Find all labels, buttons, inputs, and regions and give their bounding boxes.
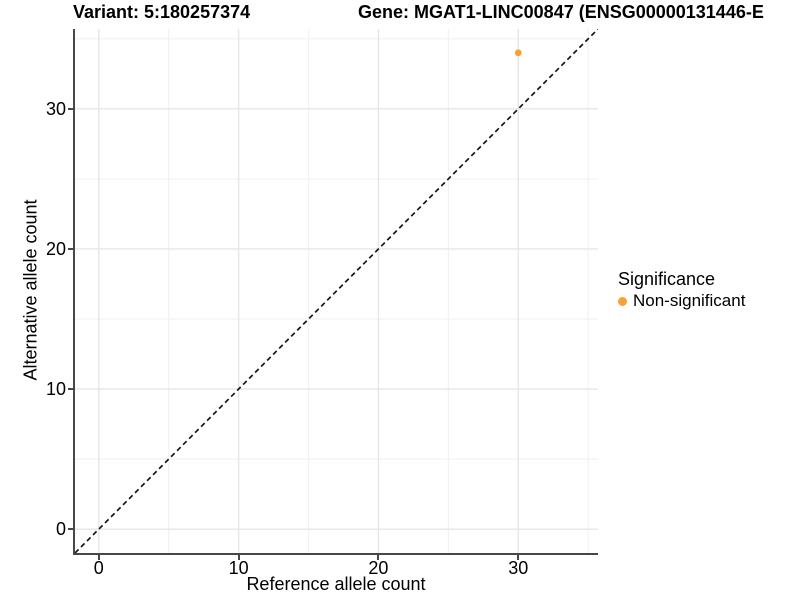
gene-title: Gene: MGAT1-LINC00847 (ENSG00000131446-E bbox=[358, 2, 764, 22]
y-tick-mark bbox=[68, 107, 73, 110]
x-tick-label: 10 bbox=[228, 558, 249, 578]
point-swatch-icon bbox=[618, 296, 627, 306]
x-tick-mark bbox=[517, 555, 520, 560]
legend-item-label: Non-significant bbox=[633, 291, 746, 310]
legend-title: Significance bbox=[618, 269, 716, 289]
x-tick-label: 0 bbox=[93, 558, 104, 578]
y-axis-line bbox=[73, 29, 75, 555]
x-tick-mark bbox=[377, 555, 380, 560]
y-tick-label: 10 bbox=[45, 379, 66, 400]
y-tick-mark bbox=[68, 528, 73, 531]
data-point bbox=[514, 49, 522, 57]
y-tick-label: 20 bbox=[45, 238, 66, 259]
y-tick-mark bbox=[68, 247, 73, 250]
legend: Significance Non-significant bbox=[618, 268, 745, 311]
identity-line bbox=[75, 29, 598, 553]
x-tick-label: 30 bbox=[508, 558, 529, 578]
y-tick-mark bbox=[68, 388, 73, 391]
x-tick-mark bbox=[237, 555, 240, 560]
scatter-plot-canvas bbox=[75, 29, 598, 553]
x-tick-label: 20 bbox=[368, 558, 389, 578]
y-tick-label: 30 bbox=[45, 98, 66, 119]
x-axis-label: Reference allele count bbox=[246, 574, 426, 594]
y-tick-label: 0 bbox=[55, 519, 66, 540]
x-tick-mark bbox=[97, 555, 100, 560]
variant-title: Variant: 5:180257374 bbox=[73, 2, 251, 22]
plot-panel bbox=[75, 29, 598, 553]
y-axis-label: Alternative allele count bbox=[20, 199, 41, 381]
legend-item-non-significant: Non-significant bbox=[618, 291, 745, 311]
x-axis-line bbox=[73, 553, 598, 555]
